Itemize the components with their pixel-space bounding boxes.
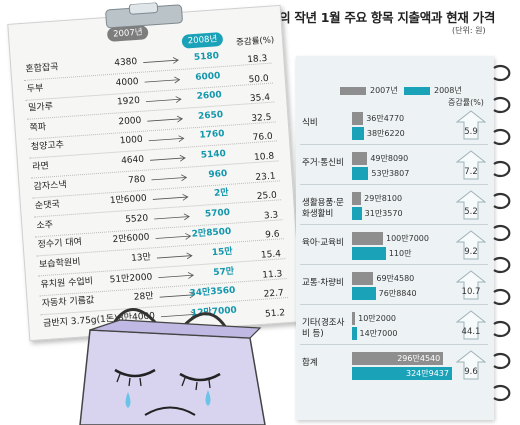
row-rule <box>300 344 488 345</box>
bar <box>352 367 452 380</box>
value-label: 69만4580 <box>376 274 415 283</box>
row-rule <box>300 144 488 145</box>
value-label: 324만9437 <box>406 369 449 378</box>
arrow <box>159 291 196 299</box>
rate-arrow <box>456 270 486 300</box>
rate-arrow <box>456 110 486 140</box>
legend-swatch <box>340 87 366 95</box>
bar <box>352 272 374 285</box>
bar <box>352 152 368 165</box>
value-label: 36만4770 <box>366 114 405 123</box>
arrow <box>152 193 189 201</box>
value-label: 38만6220 <box>366 129 405 138</box>
row-arrows <box>143 57 197 318</box>
rate-arrow <box>456 150 486 180</box>
bar <box>352 192 362 205</box>
value-label: 29만8100 <box>364 194 403 203</box>
bar <box>352 127 364 140</box>
legend-swatch <box>404 87 430 95</box>
item-name: 라면 <box>31 161 50 173</box>
value-label: 76만8840 <box>378 289 417 298</box>
arrow <box>144 76 181 84</box>
bar <box>352 287 376 300</box>
rate-value: 7.2 <box>464 167 478 177</box>
rate-arrow <box>456 350 486 380</box>
item-name: 혼합잡곡 <box>25 62 59 75</box>
value-label: 14만7000 <box>359 329 398 338</box>
rate-value: 9.2 <box>464 247 478 257</box>
item-name: 순댓국 <box>34 199 61 212</box>
bar <box>352 167 369 180</box>
category-label: 교통·차량비 <box>302 278 344 288</box>
arrow <box>155 233 192 240</box>
rate-arrow <box>456 310 486 340</box>
row-rule <box>300 224 488 225</box>
rate-arrow <box>456 190 486 220</box>
item-name: 두부 <box>26 83 44 95</box>
bar <box>352 352 444 365</box>
item-name: 쪽파 <box>29 122 47 134</box>
arrow <box>147 115 184 123</box>
value-label: 31만3570 <box>364 209 403 218</box>
value-label: 296만4540 <box>397 354 441 363</box>
arrow <box>143 57 179 64</box>
bar <box>352 327 357 340</box>
bar <box>352 232 383 245</box>
rate-header: 증감률(%) <box>448 98 484 107</box>
arrow <box>148 135 185 142</box>
spiral-rings <box>493 64 511 402</box>
category-label: 주거·통신비 <box>302 158 344 168</box>
item-name: 감자스낵 <box>33 179 68 193</box>
arrow <box>156 252 193 260</box>
arrow <box>145 96 182 103</box>
category-label: 생활용품·문화생활비 <box>302 198 344 219</box>
row-rule <box>300 184 488 185</box>
row-rule <box>300 264 488 265</box>
row-rule <box>300 304 488 305</box>
legend-label: 2007년 <box>370 86 398 95</box>
rate-arrow <box>456 230 486 260</box>
bar <box>352 112 364 125</box>
sad-bag <box>79 308 266 425</box>
arrow <box>154 213 190 221</box>
legend-label: 2008년 <box>434 86 462 95</box>
item-name: 밀가루 <box>27 102 54 114</box>
bar <box>352 312 356 325</box>
title: A 씨 부부의 작년 1월 주요 항목 지출액과 현재 가격 <box>228 10 496 25</box>
bar <box>352 247 386 260</box>
item-name: 소주 <box>36 220 54 232</box>
value-label: 53만3807 <box>371 169 410 178</box>
rate-value: 5.9 <box>464 127 478 137</box>
category-label: 합계 <box>302 358 318 368</box>
rate-value: 10.7 <box>461 287 481 297</box>
category-label: 육아·교육비 <box>302 238 344 248</box>
clip <box>105 2 183 29</box>
category-label: 기타(경조사비 등) <box>302 318 345 339</box>
unit: (단위: 원) <box>452 26 486 35</box>
bar <box>352 207 362 220</box>
rate-value: 9.6 <box>464 367 478 377</box>
value-label: 10만2000 <box>358 314 397 323</box>
price-sheet: 2007년 2008년 증감률(%) 혼합잡곡 4380 5180 18.3 두부 4000 60… <box>7 2 303 342</box>
category-label: 식비 <box>302 118 318 128</box>
value-label: 100만7000 <box>385 234 429 243</box>
rate-value: 5.2 <box>464 207 478 217</box>
rate-value: 44.1 <box>461 327 481 337</box>
arrow <box>150 154 186 162</box>
item-name: 청양고추 <box>30 140 65 153</box>
arrow <box>151 174 188 182</box>
arrow <box>158 272 194 279</box>
value-label: 110만 <box>388 249 412 258</box>
value-label: 49만8090 <box>370 154 409 163</box>
